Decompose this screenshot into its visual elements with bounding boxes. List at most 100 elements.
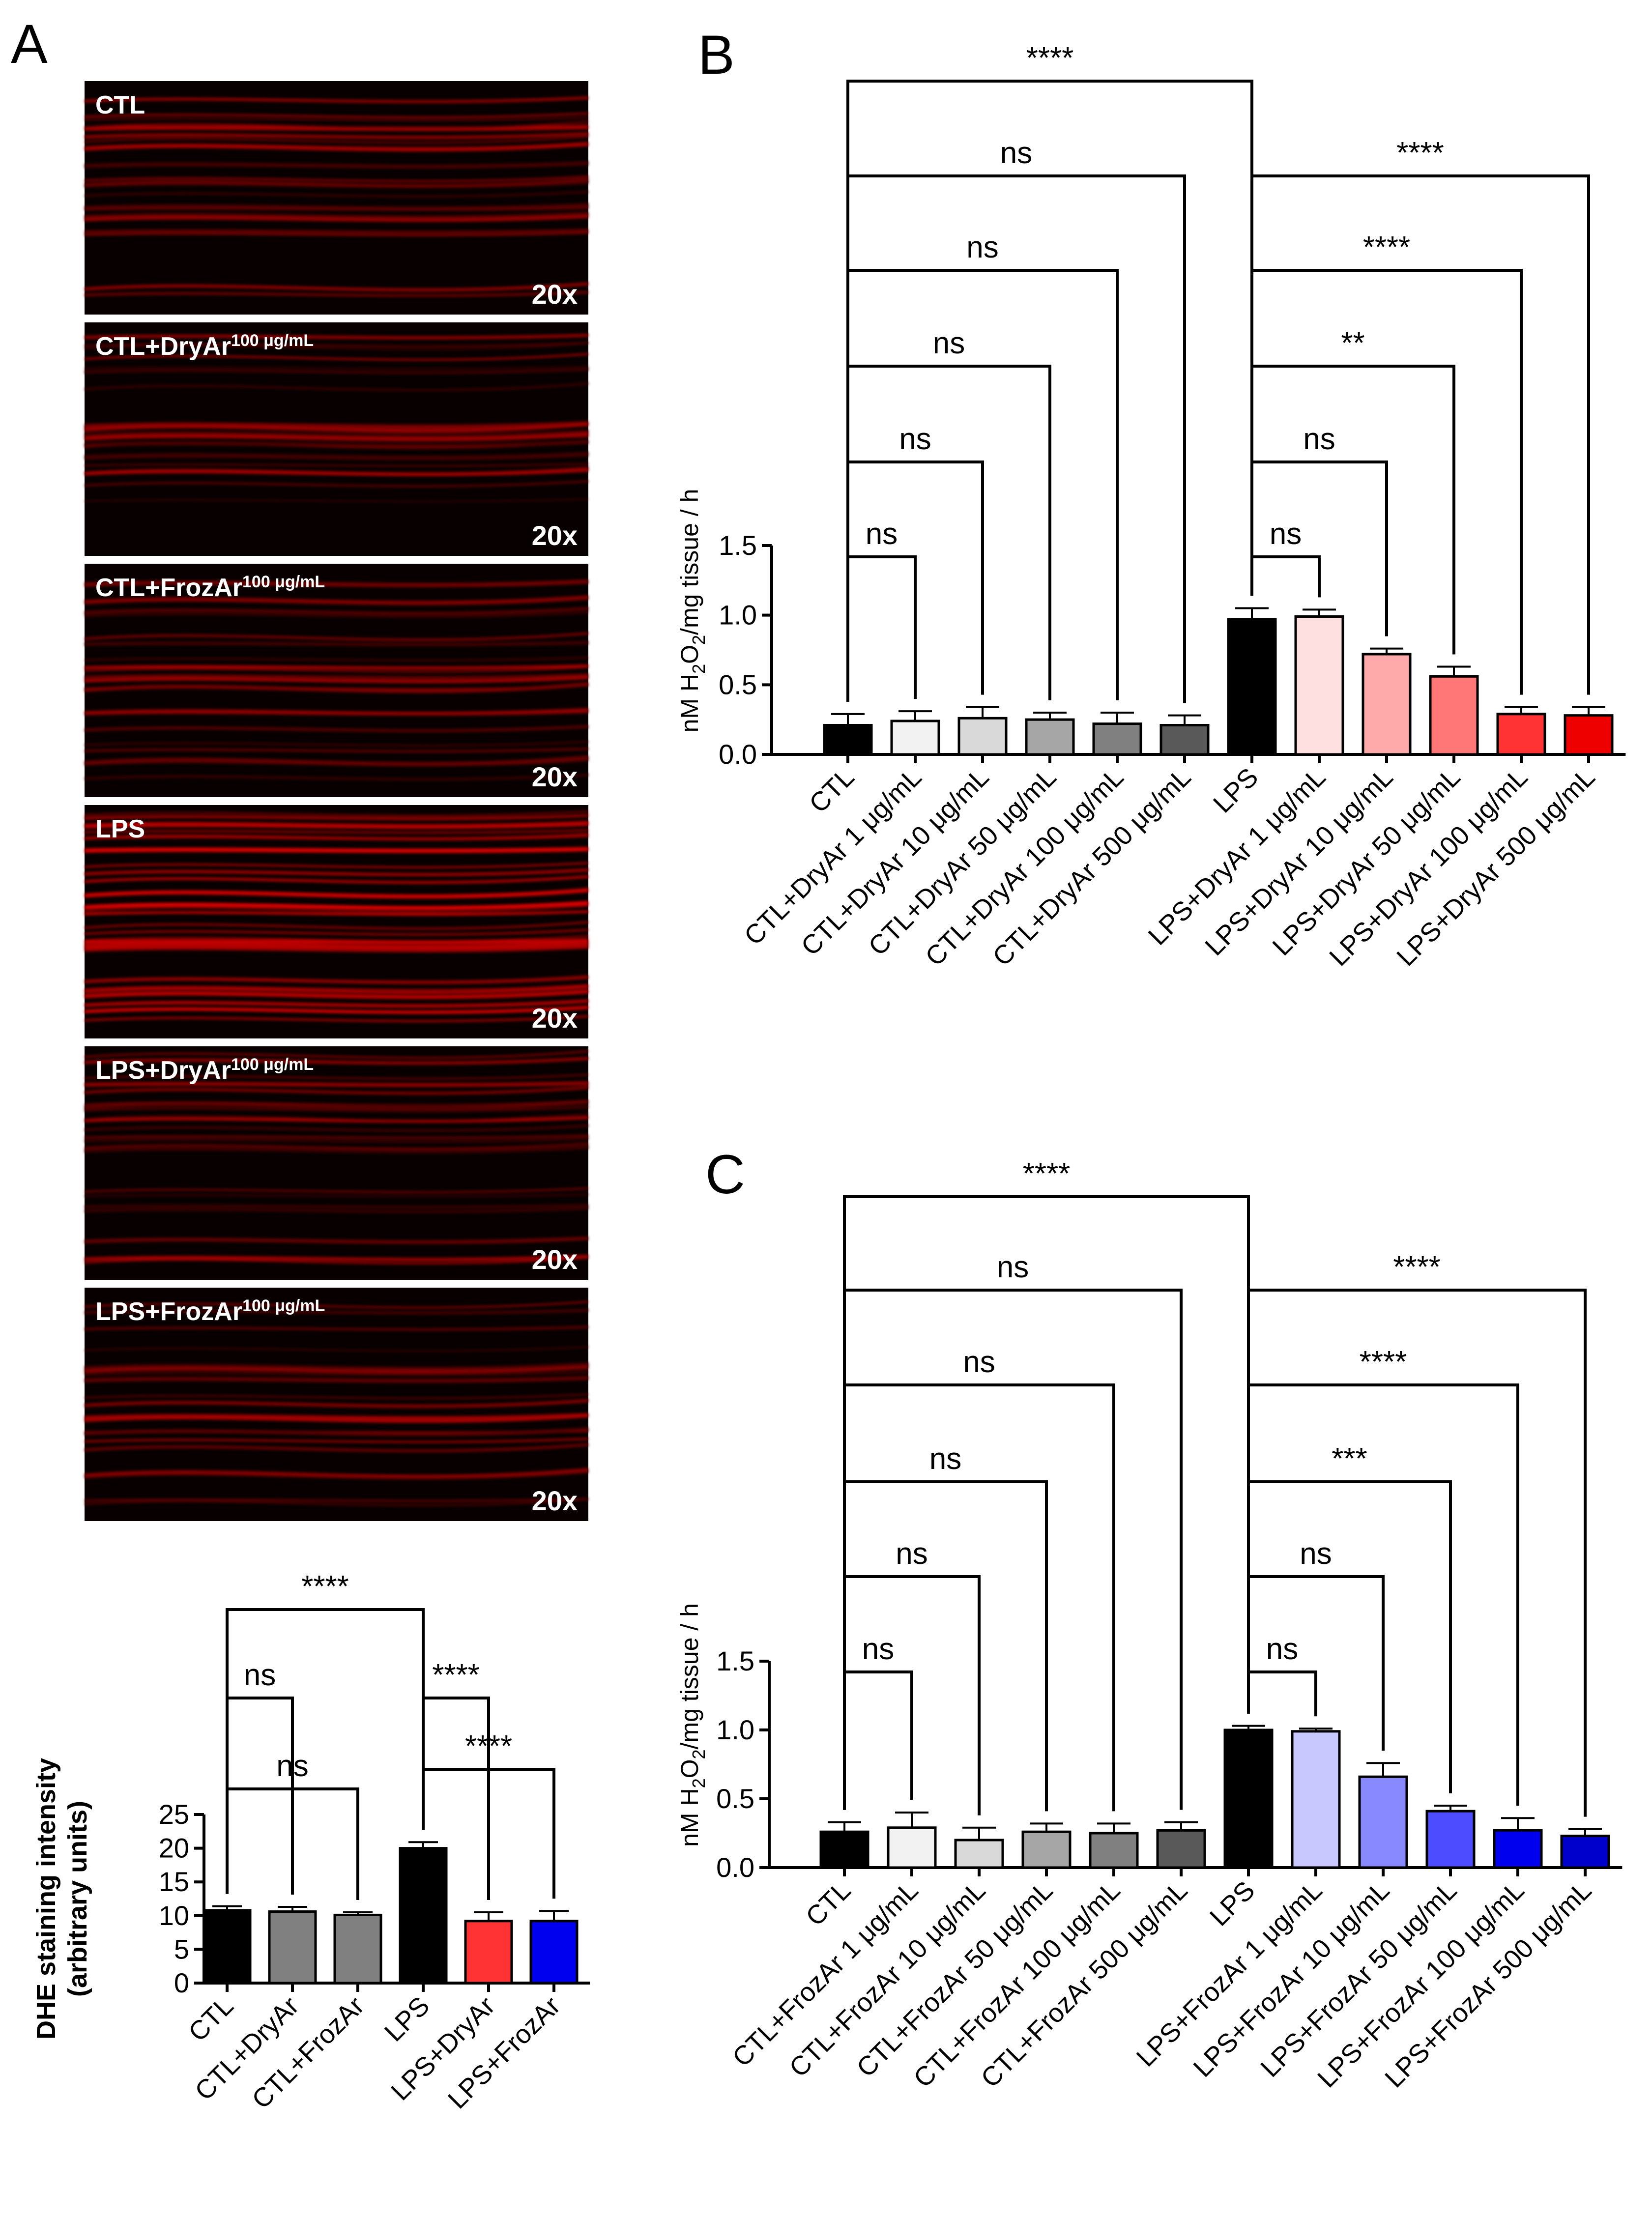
- bracket-line: [226, 1608, 425, 1894]
- micrograph-fiber: [84, 382, 589, 392]
- micrograph-fiber: [84, 1236, 589, 1244]
- micrograph-fiber: [84, 711, 589, 716]
- bar: [1021, 1830, 1072, 1869]
- bar: [1291, 1730, 1341, 1869]
- bar: [1496, 713, 1546, 756]
- bar: [1560, 1835, 1610, 1869]
- micrograph-fibers: [84, 579, 589, 780]
- micrograph-fiber: [84, 928, 589, 936]
- micrograph-fiber: [84, 724, 589, 732]
- micrograph-fiber: [84, 1086, 589, 1095]
- category-label: CTL: [804, 762, 860, 819]
- bar: [1092, 722, 1142, 756]
- bar: [1227, 618, 1277, 756]
- significance-label: ****: [1393, 1250, 1441, 1284]
- bar: [957, 717, 1008, 756]
- significance-label: ****: [1026, 41, 1074, 75]
- y-axis-label-part: 2: [689, 635, 709, 645]
- micrograph-label-sup: 100 μg/mL: [242, 1296, 325, 1315]
- micrograph-fiber: [84, 935, 589, 942]
- micrograph-fiber: [84, 1371, 589, 1376]
- micrograph-fiber: [84, 657, 589, 662]
- micrograph-fiber: [84, 1057, 589, 1065]
- significance-bracket: ****: [226, 1570, 425, 1894]
- significance-label: ns: [1303, 422, 1335, 456]
- micrograph-4: LPS 20x: [84, 805, 589, 1038]
- bar: [1493, 1829, 1543, 1869]
- micrograph-label-text: LPS+DryAr: [95, 1056, 231, 1085]
- bar: [823, 724, 873, 756]
- bar: [1564, 714, 1614, 756]
- micrograph-fiber: [84, 1124, 589, 1132]
- micrograph-fiber: [84, 353, 589, 361]
- significance-label: ns: [1266, 1632, 1298, 1666]
- micrograph-fiber: [84, 989, 589, 999]
- micrograph-fiber: [84, 847, 589, 853]
- significance-label: ns: [997, 1250, 1029, 1284]
- micrograph-3: CTL+FrozAr100 μg/mL 20x: [84, 564, 589, 797]
- micrograph-label-text: CTL: [95, 91, 145, 119]
- micrograph-fiber: [84, 1207, 589, 1213]
- bar: [890, 720, 940, 756]
- bar: [1294, 615, 1344, 756]
- micrograph-fiber: [84, 203, 589, 210]
- micrograph-fiber: [84, 161, 589, 169]
- micrograph-fiber: [84, 938, 589, 945]
- micrograph-fiber: [84, 685, 589, 690]
- micrograph-fiber: [84, 333, 589, 340]
- micrograph-fiber: [84, 368, 589, 374]
- micrograph-fiber: [84, 211, 589, 220]
- micrograph-fiber: [84, 1100, 589, 1110]
- micrograph-fiber: [84, 421, 589, 429]
- bracket-line: [1250, 555, 1321, 598]
- micrograph-fiber: [84, 1105, 589, 1113]
- micrograph-fiber: [84, 905, 589, 913]
- micrograph-fiber: [84, 810, 589, 816]
- significance-label: ns: [1300, 1537, 1332, 1571]
- significance-bracket: ns: [846, 326, 1051, 702]
- micrograph-fiber: [84, 1414, 589, 1423]
- micrograph-fiber: [84, 439, 589, 448]
- bar: [887, 1826, 937, 1869]
- y-axis-label-part: 2: [689, 1778, 709, 1788]
- micrograph-6: LPS+FrozAr100 μg/mL 20x: [84, 1288, 589, 1521]
- y-axis-label: nM H2O2/mg tissue / h: [676, 489, 709, 733]
- bracket-line: [422, 1697, 490, 1900]
- micrograph-fiber: [84, 1438, 589, 1443]
- micrograph-fiber: [84, 862, 589, 868]
- micrograph-fiber: [84, 774, 589, 780]
- micrograph-fiber: [84, 1301, 589, 1308]
- category-label: LPS: [1208, 762, 1264, 819]
- micrograph-fiber: [84, 1399, 589, 1408]
- significance-label: ns: [929, 1442, 961, 1476]
- micrograph-fiber: [84, 579, 589, 587]
- micrograph-5: LPS+DryAr100 μg/mL 20x: [84, 1046, 589, 1280]
- significance-bracket: ****: [1250, 136, 1590, 695]
- micrograph-fiber: [84, 1309, 589, 1315]
- micrograph-fiber: [84, 1015, 589, 1022]
- significance-label: ns: [244, 1658, 276, 1692]
- micrograph-fiber: [84, 829, 589, 834]
- bracket-line: [226, 1697, 294, 1895]
- micrograph-fiber: [84, 452, 589, 461]
- significance-label: ns: [866, 517, 898, 551]
- y-tick-label: 20: [159, 1833, 189, 1864]
- micrograph-fiber: [84, 632, 589, 641]
- significance-bracket: ns: [1247, 1632, 1317, 1717]
- micrograph-fiber: [84, 206, 589, 211]
- micrograph-fiber: [84, 1074, 589, 1080]
- significance-label: ****: [301, 1570, 349, 1604]
- micrograph-fiber: [84, 1100, 589, 1106]
- significance-label: ns: [862, 1632, 894, 1666]
- category-label: LPS: [379, 1991, 435, 2047]
- micrograph-fiber: [84, 1427, 589, 1437]
- micrograph-fiber: [84, 815, 589, 820]
- micrograph-label: CTL+DryAr100 μg/mL: [95, 331, 314, 361]
- bar: [1089, 1832, 1139, 1869]
- micrograph-background: [85, 805, 588, 1038]
- significance-label: ****: [432, 1658, 480, 1692]
- y-axis-label-part: /mg tissue / h: [676, 489, 703, 635]
- micrograph-label-text: LPS+FrozAr: [95, 1297, 242, 1326]
- micrograph-fiber: [84, 1187, 589, 1193]
